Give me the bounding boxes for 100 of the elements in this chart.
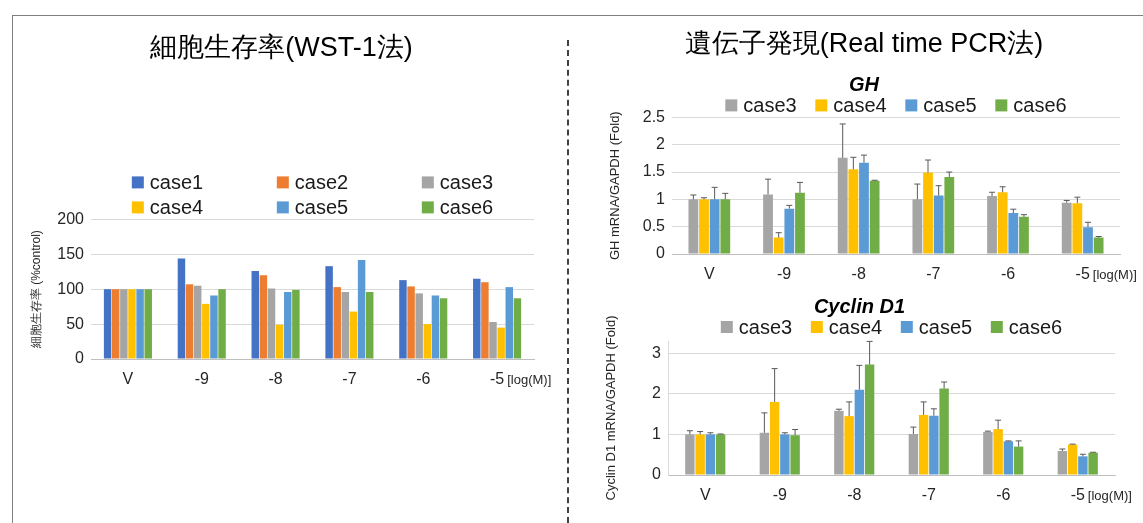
bar (769, 401, 780, 475)
bar (202, 303, 210, 359)
x-tick-label: V (704, 265, 715, 283)
bar (513, 298, 522, 359)
bar (251, 271, 260, 359)
x-tick-label: -8 (847, 486, 862, 504)
x-tick-label: -6 (416, 370, 431, 388)
x-tick-label: -5 (489, 370, 505, 388)
chart-title: Cyclin D1 (813, 294, 906, 317)
bar (759, 432, 770, 475)
bar (415, 293, 423, 359)
bar (275, 324, 284, 359)
bar (259, 275, 268, 359)
y-tick-label: 1 (652, 424, 662, 442)
bar (869, 180, 880, 254)
legend-label: case6 (1013, 93, 1067, 116)
bar (1057, 451, 1068, 475)
legend-label: case3 (738, 315, 793, 338)
bar (1088, 452, 1098, 475)
x-tick-label: V (122, 370, 134, 388)
bar (834, 410, 844, 475)
bar (407, 286, 415, 359)
bar (944, 176, 955, 254)
bar (144, 289, 152, 359)
bar (1083, 227, 1093, 254)
bar (497, 327, 505, 359)
x-tick-label: V (699, 486, 711, 504)
bar (987, 196, 997, 254)
bar (1072, 203, 1083, 254)
bar (1019, 216, 1029, 254)
x-tick-label: -7 (926, 265, 941, 283)
bar (695, 434, 705, 475)
y-tick-label: 1.5 (642, 162, 666, 180)
bar (341, 291, 350, 359)
y-tick-label: 0.5 (642, 217, 666, 235)
y-tick-label: 2 (652, 384, 662, 402)
legend-label: case5 (294, 195, 349, 218)
bar (349, 311, 358, 359)
chart-subtitle: GH (849, 72, 880, 95)
bar (1013, 446, 1024, 475)
bar (210, 295, 218, 359)
y-tick-label: 2 (656, 135, 666, 153)
x-axis-title: [log(M)] (507, 372, 552, 388)
bar (773, 237, 784, 254)
bar (365, 291, 374, 359)
x-tick-label: -5 (1070, 486, 1085, 504)
bar (929, 415, 939, 475)
bar (473, 278, 481, 359)
bar (918, 414, 929, 475)
bar (1003, 441, 1014, 475)
bar (939, 388, 949, 475)
bar (848, 169, 859, 254)
legend-label: case5 (923, 93, 977, 116)
y-axis-title: GH mRNA/GAPDH (Fold) (607, 111, 623, 261)
y-tick-label: 0 (75, 349, 85, 367)
bar (431, 295, 440, 359)
bar (709, 199, 720, 254)
legend-label: case4 (833, 93, 887, 116)
y-tick-label: 2.5 (642, 107, 666, 125)
x-axis-title: [log(M)] (1087, 488, 1132, 504)
bar (699, 199, 709, 254)
chart-title: 遺伝子発現(Real time PCR法) (684, 27, 1044, 58)
y-tick-label: 0 (652, 465, 662, 483)
bar (1093, 237, 1104, 254)
bar (103, 289, 112, 359)
bar (720, 199, 731, 254)
x-tick-label: -8 (851, 265, 866, 283)
bar (292, 289, 300, 359)
legend-label: case3 (439, 170, 494, 193)
bar (185, 284, 194, 359)
y-tick-label: 3 (652, 343, 662, 361)
legend-label: case2 (294, 170, 349, 193)
bar (267, 288, 276, 359)
x-tick-label: -9 (194, 370, 209, 388)
bar (923, 172, 933, 254)
bar (837, 157, 848, 254)
bar (790, 435, 800, 475)
y-tick-label: 1 (656, 189, 666, 207)
y-tick-label: 150 (57, 244, 85, 262)
bar (688, 199, 699, 254)
legend-label: case1 (149, 170, 204, 193)
bar (912, 199, 923, 254)
bar (795, 192, 805, 254)
bar (325, 266, 333, 359)
bar (908, 433, 919, 475)
x-tick-label: -9 (772, 486, 787, 504)
x-tick-label: -8 (268, 370, 283, 388)
y-axis-title: 細胞生存率 (%control) (28, 230, 43, 350)
bar (1061, 202, 1072, 254)
bar (481, 282, 489, 359)
x-tick-label: -6 (996, 486, 1011, 504)
bar (784, 208, 795, 254)
bar (128, 289, 136, 359)
bar (505, 287, 513, 359)
legend-label: case6 (1008, 315, 1063, 338)
bar (763, 194, 773, 254)
bar (780, 434, 790, 475)
x-tick-label: -7 (342, 370, 357, 388)
legend-label: case4 (149, 195, 204, 218)
bar (993, 429, 1003, 475)
